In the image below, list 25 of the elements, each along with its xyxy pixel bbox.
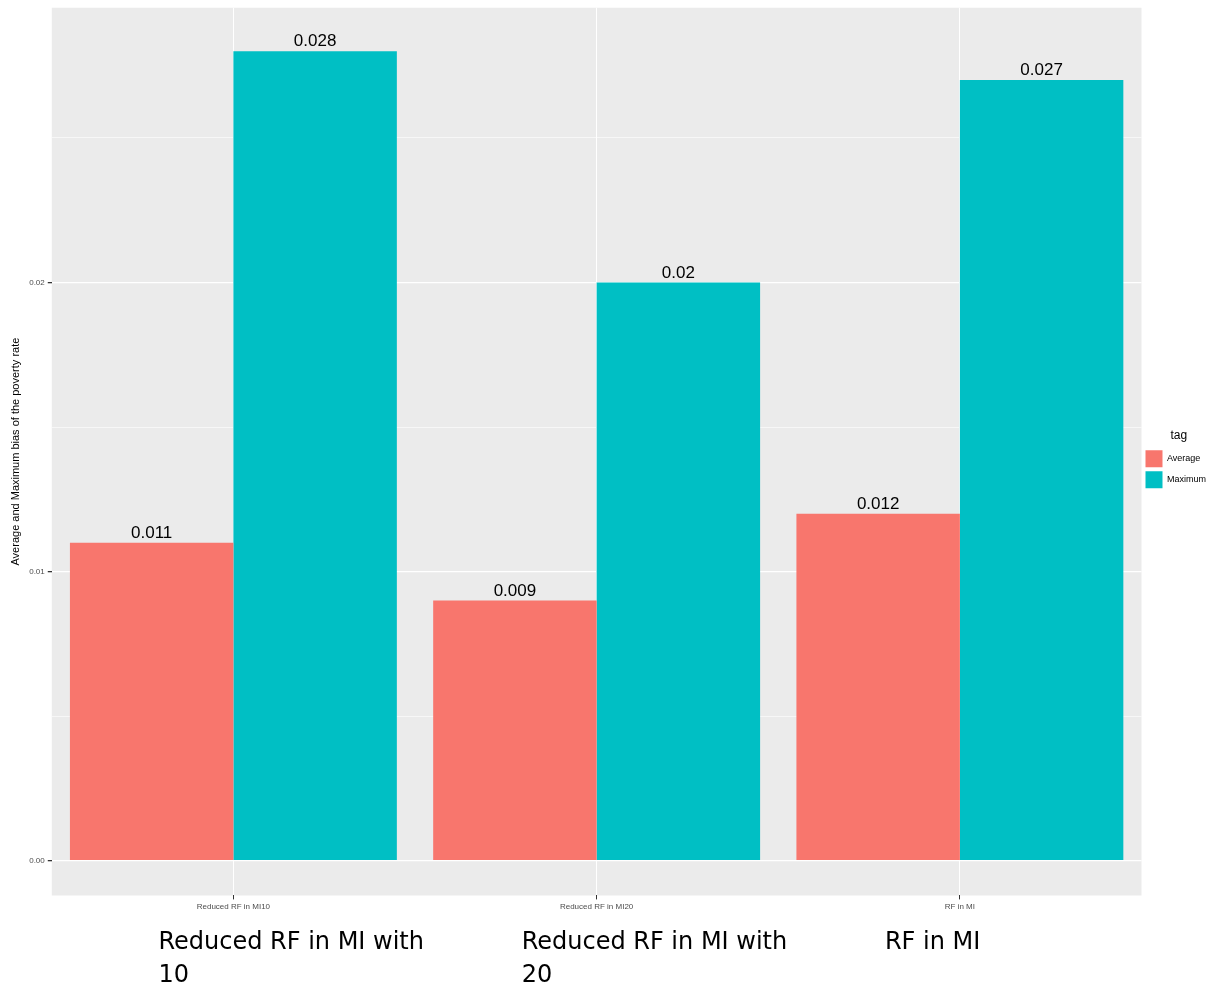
y-tick-label: 0.01: [29, 566, 46, 576]
bar: [596, 282, 761, 861]
y-tick-label: 0.02: [29, 277, 46, 287]
legend-label: Average: [1167, 453, 1201, 464]
x-tick-label: Reduced RF in MI20: [559, 902, 634, 912]
x-tick-label: RF in MI: [944, 902, 975, 912]
data-label: 0.02: [661, 262, 695, 282]
text: Reduced RF in MI with 10: [158, 926, 425, 990]
legend-title: tag: [1170, 428, 1188, 443]
y-axis-title: Average and Maximum bias of the poverty rate: [8, 337, 21, 566]
data-label: 0.009: [493, 580, 537, 600]
bar: [233, 51, 397, 861]
data-label: 0.028: [293, 31, 337, 51]
data-label: 0.027: [1020, 60, 1063, 80]
bar: [959, 80, 1124, 861]
text: Reduced RF in MI with 20: [521, 926, 789, 990]
legend-label: Maximum: [1167, 474, 1207, 485]
data-label: 0.012: [856, 493, 900, 513]
data-label: 0.011: [131, 522, 173, 542]
bar: [433, 600, 597, 861]
y-tick-label: 0.00: [29, 855, 46, 865]
bar: [69, 542, 234, 861]
text: RF in MI: [884, 926, 982, 958]
bar: [796, 513, 960, 861]
x-tick-label: Reduced RF in MI10: [196, 902, 271, 912]
